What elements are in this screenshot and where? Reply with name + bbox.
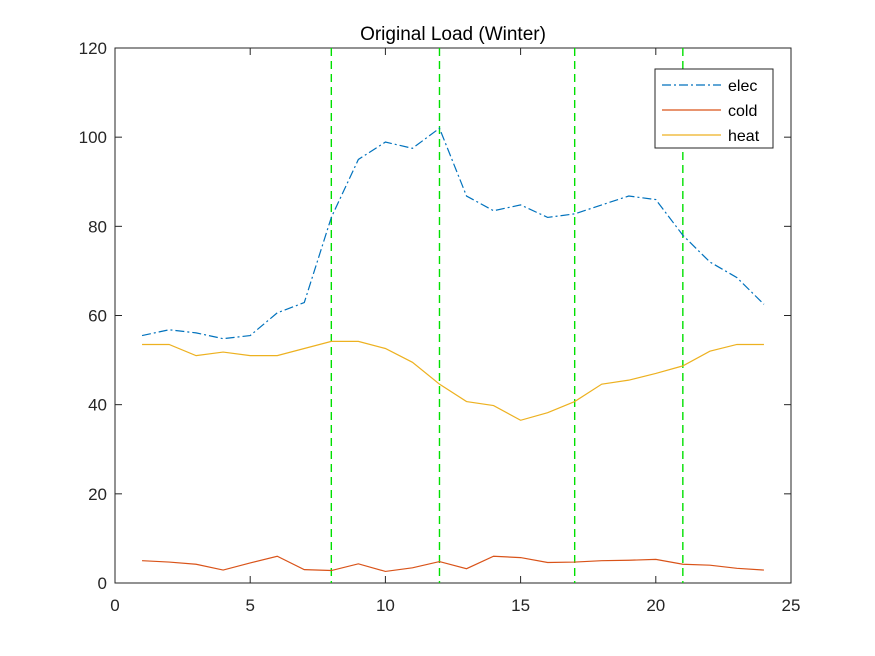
x-tick-label: 5: [245, 596, 254, 615]
y-tick-label: 80: [88, 217, 107, 236]
y-tick-label: 100: [79, 128, 107, 147]
vertical-lines: [330, 48, 684, 583]
x-tick-label: 15: [511, 596, 530, 615]
y-tick-label: 60: [88, 307, 107, 326]
x-tick-label: 20: [646, 596, 665, 615]
x-tick-label: 10: [376, 596, 395, 615]
x-tick-label: 0: [110, 596, 119, 615]
legend: elec cold heat: [654, 68, 774, 149]
y-tick-label: 0: [98, 574, 107, 593]
x-tick-label: 25: [782, 596, 801, 615]
legend-label-heat: heat: [728, 128, 760, 145]
chart-title: Original Load (Winter): [360, 24, 546, 45]
ticks: [114, 47, 792, 584]
y-tick-label: 20: [88, 485, 107, 504]
y-tick-label: 120: [79, 39, 107, 58]
legend-label-cold: cold: [728, 103, 757, 120]
series-lines: [141, 127, 765, 573]
series-line-elec: [141, 127, 765, 340]
series-line-cold: [142, 555, 764, 573]
series-line-heat: [142, 340, 764, 421]
tick-labels: 0 5 10 15 20 25 0 20 40 60 80 100 120: [79, 39, 801, 615]
legend-label-elec: elec: [728, 78, 757, 95]
y-tick-label: 40: [88, 396, 107, 415]
